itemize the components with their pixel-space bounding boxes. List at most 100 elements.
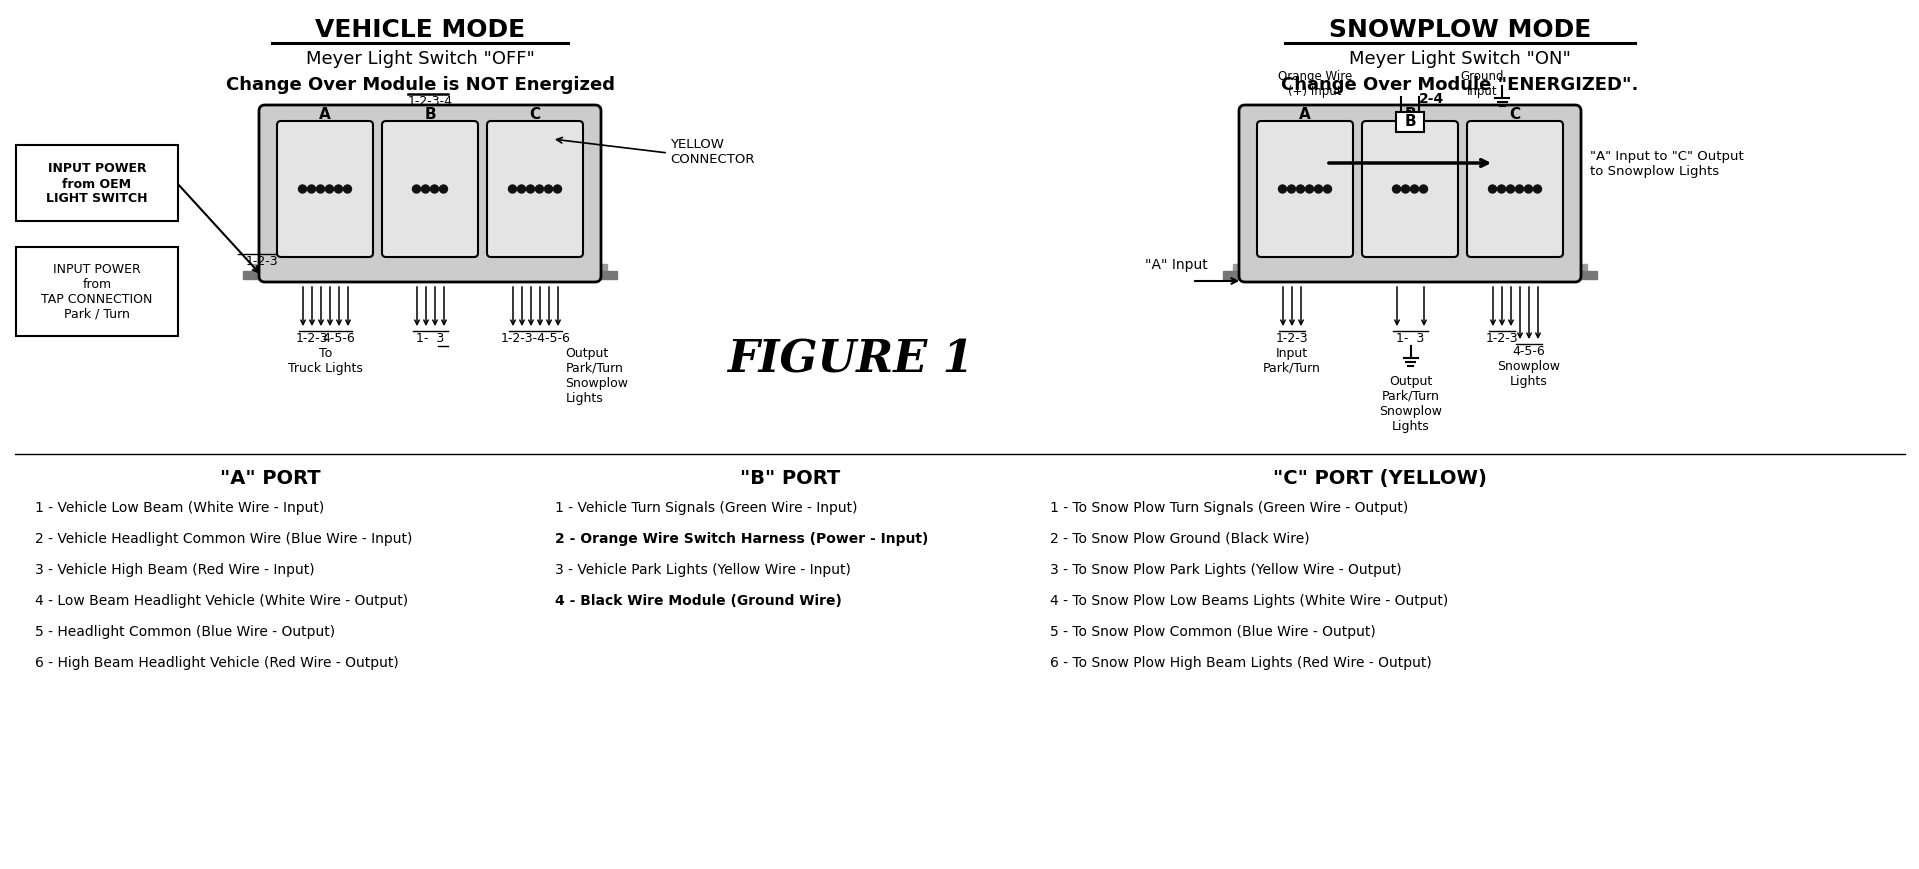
Text: 4-5-6: 4-5-6 [1512, 345, 1545, 357]
Text: "C" PORT (YELLOW): "C" PORT (YELLOW) [1272, 468, 1487, 488]
FancyBboxPatch shape [276, 122, 372, 258]
Text: 1-  3: 1- 3 [1397, 332, 1424, 345]
Circle shape [317, 186, 324, 194]
FancyBboxPatch shape [1395, 113, 1424, 133]
Text: 6 - To Snow Plow High Beam Lights (Red Wire - Output): 6 - To Snow Plow High Beam Lights (Red W… [1050, 655, 1432, 669]
FancyBboxPatch shape [487, 122, 583, 258]
Text: C: C [1510, 107, 1520, 122]
FancyBboxPatch shape [1257, 122, 1353, 258]
Circle shape [344, 186, 351, 194]
Circle shape [299, 186, 307, 194]
Text: A: A [319, 107, 330, 122]
Circle shape [1315, 186, 1322, 194]
Circle shape [1297, 186, 1305, 194]
Text: 4 - To Snow Plow Low Beams Lights (White Wire - Output): 4 - To Snow Plow Low Beams Lights (White… [1050, 594, 1449, 607]
Circle shape [545, 186, 553, 194]
Text: 3 - Vehicle Park Lights (Yellow Wire - Input): 3 - Vehicle Park Lights (Yellow Wire - I… [555, 562, 850, 576]
Circle shape [1506, 186, 1514, 194]
Text: Snowplow
Lights: Snowplow Lights [1497, 360, 1560, 388]
Text: B: B [1405, 107, 1416, 122]
Text: 1-2-3: 1-2-3 [296, 332, 328, 345]
Text: B: B [424, 107, 436, 122]
Text: "A" Input to "C" Output
to Snowplow Lights: "A" Input to "C" Output to Snowplow Ligh… [1591, 149, 1744, 178]
Bar [244, 272, 618, 280]
Bar [1234, 265, 1587, 279]
Circle shape [307, 186, 315, 194]
Text: 4-5-6: 4-5-6 [322, 332, 355, 345]
Text: YELLOW
CONNECTOR: YELLOW CONNECTOR [670, 138, 754, 166]
Text: 1-2-3: 1-2-3 [246, 255, 278, 268]
Circle shape [1305, 186, 1313, 194]
Text: 2 - To Snow Plow Ground (Black Wire): 2 - To Snow Plow Ground (Black Wire) [1050, 531, 1309, 546]
FancyBboxPatch shape [259, 106, 601, 282]
Text: 2-4: 2-4 [1420, 92, 1445, 106]
FancyBboxPatch shape [1240, 106, 1581, 282]
Text: To
Truck Lights: To Truck Lights [288, 347, 363, 375]
FancyBboxPatch shape [1466, 122, 1562, 258]
Text: Output
Park/Turn
Snowplow
Lights: Output Park/Turn Snowplow Lights [1380, 375, 1441, 433]
Text: 1 - To Snow Plow Turn Signals (Green Wire - Output): 1 - To Snow Plow Turn Signals (Green Wir… [1050, 501, 1409, 514]
Text: 1-2-3-4: 1-2-3-4 [407, 95, 453, 108]
Circle shape [439, 186, 447, 194]
Circle shape [413, 186, 420, 194]
Text: 3 - To Snow Plow Park Lights (Yellow Wire - Output): 3 - To Snow Plow Park Lights (Yellow Wir… [1050, 562, 1401, 576]
Text: Ground
Input: Ground Input [1460, 70, 1504, 98]
Circle shape [1420, 186, 1428, 194]
Bar [1222, 272, 1597, 280]
Text: 6 - High Beam Headlight Vehicle (Red Wire - Output): 6 - High Beam Headlight Vehicle (Red Wir… [35, 655, 399, 669]
Circle shape [518, 186, 526, 194]
Text: INPUT POWER
from
TAP CONNECTION
Park / Turn: INPUT POWER from TAP CONNECTION Park / T… [42, 262, 154, 321]
Circle shape [430, 186, 439, 194]
Circle shape [1516, 186, 1524, 194]
Circle shape [1393, 186, 1401, 194]
Circle shape [1533, 186, 1541, 194]
Text: "A" Input: "A" Input [1146, 258, 1207, 272]
Text: 1-2-3-4-5-6: 1-2-3-4-5-6 [501, 332, 570, 345]
Circle shape [422, 186, 430, 194]
Text: Change Over Module "ENERGIZED".: Change Over Module "ENERGIZED". [1282, 76, 1639, 94]
FancyBboxPatch shape [15, 146, 178, 222]
Text: "B" PORT: "B" PORT [741, 468, 841, 488]
Text: Input
Park/Turn: Input Park/Turn [1263, 347, 1320, 375]
Text: 1-2-3: 1-2-3 [1276, 332, 1309, 345]
Circle shape [1497, 186, 1506, 194]
Text: INPUT POWER
from OEM
LIGHT SWITCH: INPUT POWER from OEM LIGHT SWITCH [46, 163, 148, 205]
Text: 1 - Vehicle Low Beam (White Wire - Input): 1 - Vehicle Low Beam (White Wire - Input… [35, 501, 324, 514]
Circle shape [326, 186, 334, 194]
Circle shape [1324, 186, 1332, 194]
Text: 1 - Vehicle Turn Signals (Green Wire - Input): 1 - Vehicle Turn Signals (Green Wire - I… [555, 501, 858, 514]
Circle shape [1401, 186, 1409, 194]
Text: 1-2-3: 1-2-3 [1485, 332, 1518, 345]
Circle shape [1524, 186, 1533, 194]
Text: C: C [530, 107, 541, 122]
Text: 4 - Low Beam Headlight Vehicle (White Wire - Output): 4 - Low Beam Headlight Vehicle (White Wi… [35, 594, 409, 607]
Circle shape [1288, 186, 1295, 194]
Circle shape [535, 186, 543, 194]
Text: "A" PORT: "A" PORT [219, 468, 320, 488]
Text: A: A [1299, 107, 1311, 122]
Text: Meyer Light Switch "OFF": Meyer Light Switch "OFF" [305, 50, 533, 68]
FancyBboxPatch shape [15, 248, 178, 336]
FancyBboxPatch shape [1362, 122, 1458, 258]
Circle shape [1278, 186, 1286, 194]
Circle shape [1410, 186, 1418, 194]
Circle shape [509, 186, 516, 194]
Text: 2 - Orange Wire Switch Harness (Power - Input): 2 - Orange Wire Switch Harness (Power - … [555, 531, 929, 546]
Text: SNOWPLOW MODE: SNOWPLOW MODE [1328, 18, 1591, 42]
Text: VEHICLE MODE: VEHICLE MODE [315, 18, 526, 42]
Text: 5 - To Snow Plow Common (Blue Wire - Output): 5 - To Snow Plow Common (Blue Wire - Out… [1050, 624, 1376, 638]
Text: B: B [1405, 115, 1416, 129]
Text: 2 - Vehicle Headlight Common Wire (Blue Wire - Input): 2 - Vehicle Headlight Common Wire (Blue … [35, 531, 413, 546]
Bar [253, 265, 606, 279]
Text: 4 - Black Wire Module (Ground Wire): 4 - Black Wire Module (Ground Wire) [555, 594, 842, 607]
Text: 5 - Headlight Common (Blue Wire - Output): 5 - Headlight Common (Blue Wire - Output… [35, 624, 336, 638]
Circle shape [553, 186, 562, 194]
Text: Orange Wire
(+) Input: Orange Wire (+) Input [1278, 70, 1353, 98]
Text: Meyer Light Switch "ON": Meyer Light Switch "ON" [1349, 50, 1572, 68]
Text: Change Over Module is NOT Energized: Change Over Module is NOT Energized [226, 76, 614, 94]
Text: FIGURE 1: FIGURE 1 [727, 338, 973, 381]
FancyBboxPatch shape [382, 122, 478, 258]
Circle shape [526, 186, 535, 194]
Text: 1-  3: 1- 3 [416, 332, 445, 345]
Text: Output
Park/Turn
Snowplow
Lights: Output Park/Turn Snowplow Lights [566, 347, 629, 405]
